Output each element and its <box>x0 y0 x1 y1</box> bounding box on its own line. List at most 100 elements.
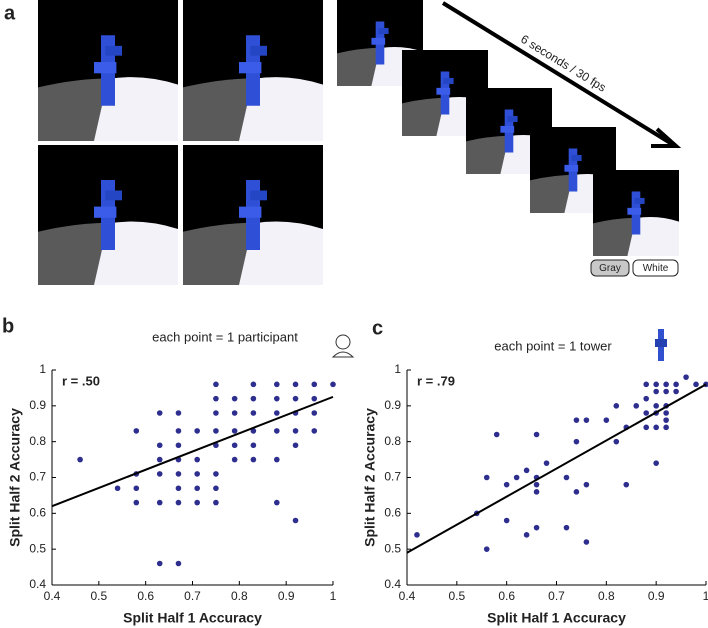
data-point <box>513 474 520 481</box>
data-point <box>613 438 620 445</box>
data-point <box>663 410 669 416</box>
data-point <box>623 481 630 488</box>
data-point <box>292 395 299 402</box>
x-tick-label: 0.4 <box>44 589 61 603</box>
scene-image <box>183 145 323 285</box>
floor-white <box>627 217 679 256</box>
data-point <box>156 560 163 567</box>
data-point <box>493 431 500 438</box>
x-tick-label: 0.6 <box>137 589 154 603</box>
data-point <box>175 471 182 477</box>
x-tick-label: 1 <box>703 589 708 603</box>
arrow-label: 6 seconds / 30 fps <box>518 32 608 95</box>
y-tick-label: 1 <box>394 362 401 376</box>
data-point <box>683 374 689 380</box>
data-point <box>133 499 140 506</box>
data-point <box>274 410 280 416</box>
data-point <box>175 442 182 449</box>
data-point <box>133 428 140 434</box>
data-point <box>643 395 649 402</box>
fit-line <box>51 395 334 508</box>
panel-label: c <box>372 317 383 339</box>
button[interactable] <box>632 259 679 277</box>
y-tick-label: 0.4 <box>384 577 401 591</box>
fit-line <box>406 383 707 554</box>
chart-title: each point = 1 participant <box>152 329 298 344</box>
button[interactable] <box>590 259 630 277</box>
data-point <box>213 381 219 388</box>
data-point <box>274 428 280 434</box>
data-point <box>563 524 570 531</box>
data-point <box>653 403 659 409</box>
data-point <box>573 489 580 495</box>
data-point <box>213 471 219 477</box>
data-point <box>330 381 336 388</box>
participant-icon <box>331 351 355 358</box>
x-tick-label: 0.8 <box>231 589 248 603</box>
data-point <box>194 485 200 492</box>
x-tick-label: 0.7 <box>548 589 565 603</box>
data-point <box>583 539 590 545</box>
y-tick-label: 0.5 <box>384 541 401 555</box>
data-point <box>292 517 299 524</box>
data-point <box>156 471 163 477</box>
tower-block <box>250 190 267 201</box>
chart-title: each point = 1 tower <box>494 338 612 353</box>
tower-icon <box>655 339 667 347</box>
tower-block <box>507 115 518 122</box>
data-point <box>156 456 163 463</box>
button-label[interactable]: White <box>643 263 669 274</box>
tower-block <box>500 125 515 133</box>
tower-block <box>436 87 451 95</box>
data-point <box>503 517 510 524</box>
data-point <box>274 499 280 506</box>
scene-image <box>38 0 178 141</box>
y-tick-label: 0.9 <box>384 398 401 412</box>
data-point <box>156 410 163 416</box>
data-point <box>231 395 238 402</box>
y-axis-label: Split Half 2 Accuracy <box>362 408 378 547</box>
button-label[interactable]: Gray <box>599 263 621 274</box>
arrow-head <box>651 127 682 148</box>
tower-block <box>105 45 122 56</box>
y-axis-label: Split Half 2 Accuracy <box>7 408 23 547</box>
tower-block <box>571 154 582 161</box>
data-point <box>483 474 490 481</box>
tower-block <box>634 197 645 204</box>
data-point <box>643 424 649 431</box>
data-point <box>543 460 550 466</box>
scatter-chart: b each point = 1 participant 0.4 0.5 0.6 0.7 0… <box>2 315 355 626</box>
tower-block <box>94 62 117 74</box>
tower-block <box>564 164 579 172</box>
data-point <box>311 381 318 388</box>
panel-label: a <box>4 2 16 24</box>
data-point <box>663 388 669 395</box>
data-point <box>250 410 257 416</box>
data-point <box>156 499 163 506</box>
participant-icon <box>335 334 351 350</box>
data-point <box>533 431 540 438</box>
x-tick-label: 0.9 <box>648 589 665 603</box>
y-tick-label: 0.5 <box>29 541 46 555</box>
data-point <box>533 481 540 488</box>
y-tick-label: 1 <box>39 362 46 376</box>
annotation: r = .50 <box>62 373 100 388</box>
data-point <box>231 428 238 434</box>
tower-block <box>250 45 267 56</box>
data-point <box>414 532 420 538</box>
tower-block <box>239 206 262 218</box>
data-point <box>643 410 649 416</box>
data-point <box>114 485 121 492</box>
x-axis-label: Split Half 1 Accuracy <box>123 610 262 626</box>
data-point <box>250 428 257 434</box>
panel-label: b <box>2 315 14 337</box>
tower-block <box>443 77 454 84</box>
data-point <box>653 460 659 466</box>
data-point <box>483 546 490 552</box>
data-point <box>156 442 163 449</box>
data-point <box>213 485 219 492</box>
data-point <box>175 428 182 434</box>
x-tick-label: 0.9 <box>278 589 295 603</box>
data-point <box>250 381 257 388</box>
